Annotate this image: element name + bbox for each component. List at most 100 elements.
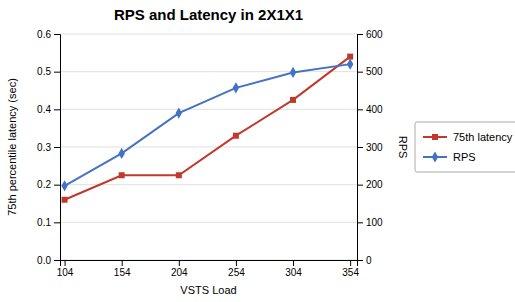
tick-mark xyxy=(350,260,351,266)
legend-label: 75th latency xyxy=(453,131,513,143)
tick: 0.4 xyxy=(37,104,60,115)
y2-axis-label: RPS xyxy=(397,136,409,159)
grid-line xyxy=(60,184,357,185)
tick-label: 204 xyxy=(171,267,188,278)
tick-label: 104 xyxy=(57,267,74,278)
tick: 104 xyxy=(57,260,74,278)
tick: 354 xyxy=(342,260,359,278)
point xyxy=(118,148,124,159)
legend-item: 75th latency xyxy=(423,131,513,143)
series-line xyxy=(65,64,351,186)
point xyxy=(176,172,182,178)
tick: 500 xyxy=(357,66,383,77)
legend-marker xyxy=(432,134,438,140)
tick-label: 100 xyxy=(366,217,383,228)
y-axis-label: 75th percentile latency (sec) xyxy=(6,78,18,216)
point xyxy=(61,180,67,191)
tick-label: 0.1 xyxy=(37,217,51,228)
markers xyxy=(62,54,354,203)
legend-item: RPS xyxy=(423,151,476,163)
tick-mark xyxy=(357,260,363,261)
tick: 0.0 xyxy=(37,255,60,266)
tick-label: 0.6 xyxy=(37,29,51,40)
tick-mark xyxy=(357,222,363,223)
tick: 0.3 xyxy=(37,142,60,153)
tick-label: 400 xyxy=(366,104,383,115)
tick: 400 xyxy=(357,104,383,115)
tick-label: 0.2 xyxy=(37,179,51,190)
tick-mark xyxy=(54,34,60,35)
tick-label: 0.5 xyxy=(37,66,51,77)
chart: 1041542042543043540.00.10.20.30.40.50.60… xyxy=(0,0,515,302)
tick-mark xyxy=(54,109,60,110)
tick-label: 0.3 xyxy=(37,142,51,153)
tick-label: 154 xyxy=(114,267,131,278)
tick-label: 500 xyxy=(366,66,383,77)
tick: 0.1 xyxy=(37,217,60,228)
tick-mark xyxy=(357,109,363,110)
x-axis: 104 154 204 254 304 354 xyxy=(57,260,360,278)
tick-label: 354 xyxy=(342,267,359,278)
title: RPS and Latency in 2X1X1 xyxy=(114,6,303,23)
tick: 204 xyxy=(171,260,188,278)
marks xyxy=(61,54,353,203)
tick: 100 xyxy=(357,217,383,228)
tick: 600 xyxy=(357,29,383,40)
axis-line xyxy=(54,35,61,261)
tick-mark xyxy=(54,222,60,223)
y2-axis: 0 100 200 300 400 500 600 xyxy=(357,29,383,266)
tick-mark xyxy=(54,147,60,148)
axis-line xyxy=(358,35,364,261)
tick-mark xyxy=(122,260,123,266)
legend: 75th latency RPS xyxy=(415,122,515,172)
tick: 0.6 xyxy=(37,29,60,40)
tick: 300 xyxy=(357,142,383,153)
point xyxy=(233,82,239,93)
grid xyxy=(60,34,357,260)
tick-label: 300 xyxy=(366,142,383,153)
grid-line xyxy=(60,71,357,72)
grid-line xyxy=(60,147,357,148)
plot: 1041542042543043540.00.10.20.30.40.50.60… xyxy=(6,29,409,296)
point xyxy=(176,108,182,119)
tick-mark xyxy=(357,72,363,73)
tick-label: 0.4 xyxy=(37,104,51,115)
tick: 0.5 xyxy=(37,66,60,77)
tick-mark xyxy=(179,260,180,266)
point xyxy=(347,59,353,70)
tick-label: 200 xyxy=(366,179,383,190)
tick-mark xyxy=(236,260,237,266)
tick: 200 xyxy=(357,179,383,190)
series-line xyxy=(65,57,351,200)
tick-label: 304 xyxy=(285,267,302,278)
x-axis-label: VSTS Load xyxy=(180,284,236,296)
tick-label: 0.0 xyxy=(37,255,51,266)
legend-label: RPS xyxy=(453,151,476,163)
tick: 304 xyxy=(285,260,302,278)
tick: 254 xyxy=(228,260,245,278)
tick-mark xyxy=(65,260,66,266)
tick: 154 xyxy=(114,260,131,278)
grid-line xyxy=(60,109,357,110)
point xyxy=(290,67,296,78)
tick-mark xyxy=(54,72,60,73)
tick-mark xyxy=(54,260,60,261)
tick-mark xyxy=(357,185,363,186)
grid-line xyxy=(60,34,357,35)
tick-mark xyxy=(54,185,60,186)
tick: 0.2 xyxy=(37,179,60,190)
y-axis: 0.0 0.1 0.2 0.3 0.4 0.5 0.6 xyxy=(37,29,60,266)
tick-label: 0 xyxy=(366,255,372,266)
tick-mark xyxy=(357,34,363,35)
legend-frame xyxy=(415,122,515,172)
point xyxy=(119,172,125,178)
legend-marker xyxy=(432,151,438,162)
tick: 0 xyxy=(357,255,372,266)
point xyxy=(233,133,239,139)
markers xyxy=(61,59,353,192)
tick-mark xyxy=(357,147,363,148)
axis-line xyxy=(61,261,358,267)
point xyxy=(62,197,68,203)
point xyxy=(290,97,296,103)
grid-line xyxy=(60,222,357,223)
